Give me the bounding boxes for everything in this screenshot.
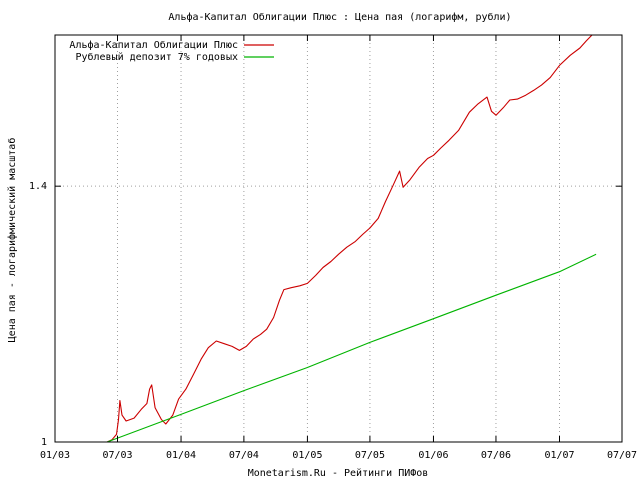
x-tick-label: 01/04	[166, 450, 196, 461]
x-tick-label: 07/07	[607, 450, 637, 461]
x-tick-label: 07/04	[229, 450, 259, 461]
x-tick-label: 07/05	[355, 450, 385, 461]
x-tick-label: 01/05	[292, 450, 322, 461]
series-layer	[106, 34, 597, 443]
chart-title: Альфа-Капитал Облигации Плюс : Цена пая …	[168, 11, 511, 23]
plot-frame	[54, 34, 623, 443]
y-tick-label: 1.4	[29, 181, 47, 192]
legend: Альфа-Капитал Облигации Плюс Рублевый де…	[69, 39, 274, 63]
x-tick-label: 01/07	[544, 450, 574, 461]
grid	[55, 35, 622, 442]
x-tick-label: 07/06	[481, 450, 511, 461]
y-axis-label: Цена пая - логарифмический масштаб	[6, 138, 18, 343]
y-axis: 11.4	[29, 181, 622, 448]
legend-label-deposit: Рублевый депозит 7% годовых	[75, 51, 238, 63]
x-tick-label: 07/03	[102, 450, 132, 461]
x-tick-label: 01/03	[40, 450, 70, 461]
x-tick-label: 01/06	[418, 450, 448, 461]
x-axis: 01/03 07/03 01/04 07/04 01/05 07/05 01/06 07/06…	[40, 35, 637, 461]
y-tick-label: 1	[41, 437, 47, 448]
x-axis-label: Monetarism.Ru - Рейтинги ПИФов	[248, 467, 429, 479]
series-line-deposit	[106, 253, 597, 443]
legend-label-alfa: Альфа-Капитал Облигации Плюс	[69, 39, 238, 51]
series-line-alfa	[106, 34, 593, 443]
